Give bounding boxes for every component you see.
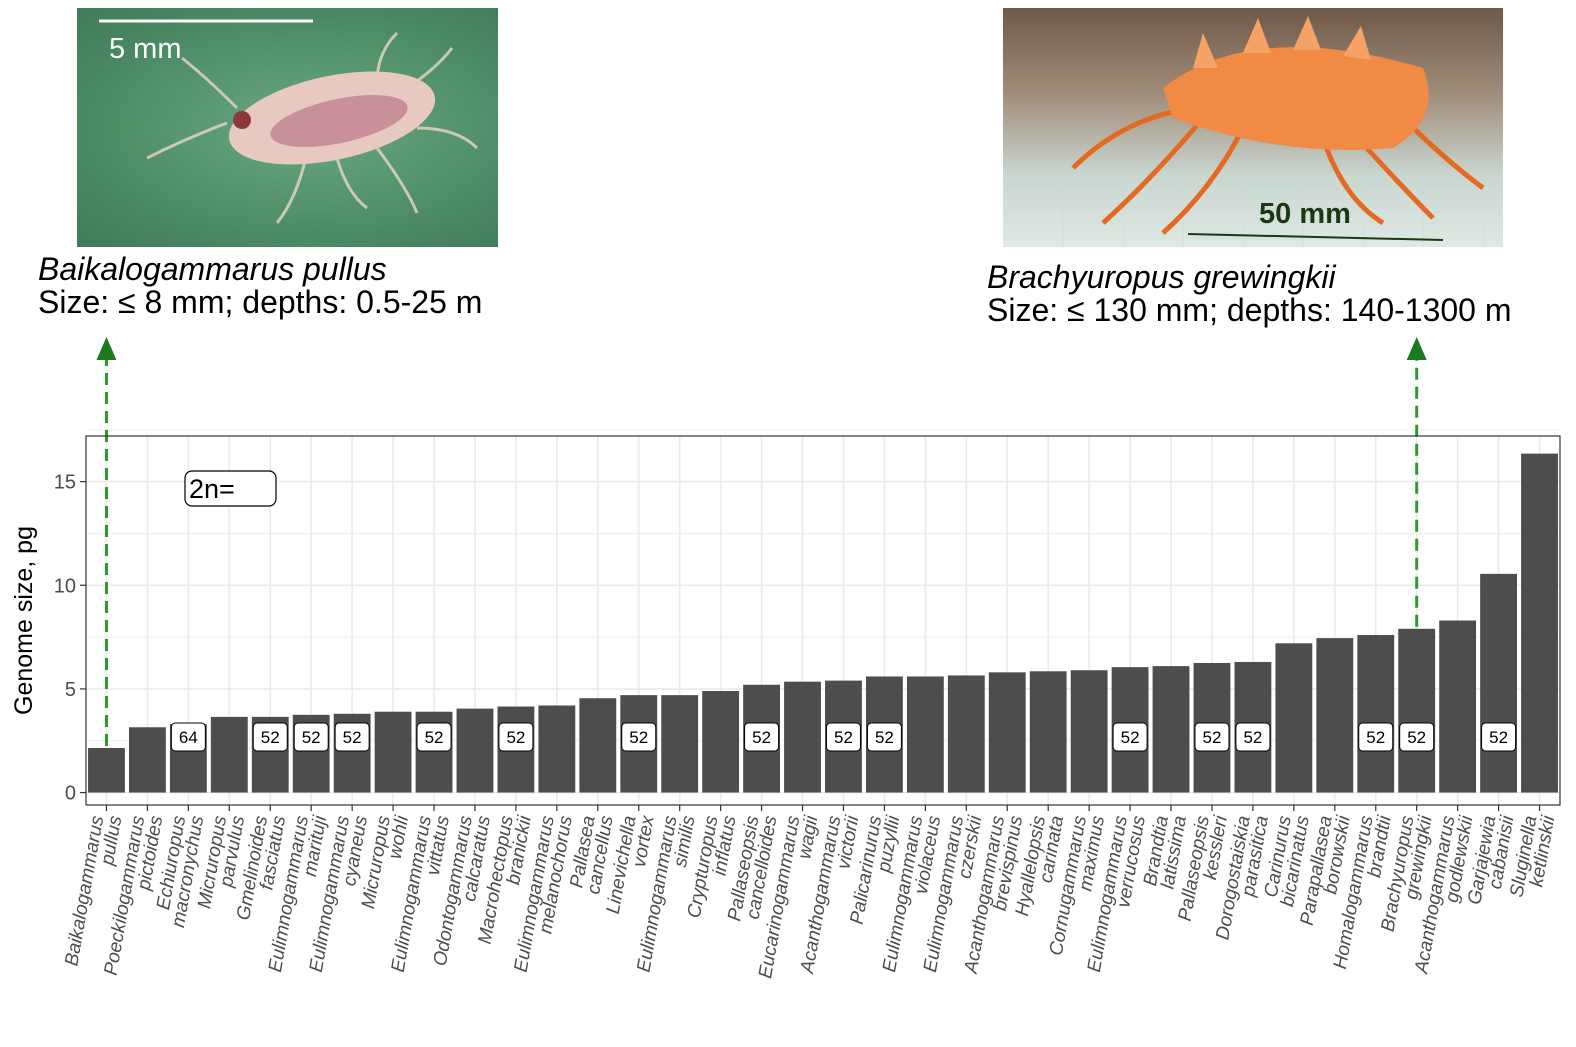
- y-tick-label: 15: [54, 472, 76, 494]
- chromosome-label: 52: [834, 728, 853, 747]
- chromosome-label-box: [866, 722, 902, 752]
- y-axis-title: Genome size, pg: [10, 526, 38, 715]
- chromosome-label: 52: [1489, 728, 1508, 747]
- chromosome-label-box: [170, 722, 206, 752]
- bar: [128, 727, 166, 793]
- bar: [374, 711, 412, 793]
- chromosome-label-box: [1194, 722, 1230, 752]
- bar: [1070, 670, 1108, 793]
- chromosome-label: 52: [506, 728, 525, 747]
- chromosome-label-box: [1235, 722, 1271, 752]
- bar: [1521, 453, 1558, 793]
- bar: [1357, 635, 1395, 793]
- chromosome-label-box: [825, 722, 861, 752]
- bar: [88, 747, 125, 793]
- photo-baikalogammarus-pullus: 5 mm: [77, 8, 498, 247]
- y-tick-label: 5: [65, 679, 76, 701]
- x-axis: BaikalogammaruspullusPoeckilogammaruspic…: [61, 805, 1560, 980]
- photo-brachyuropus-grewingkii: 50 mm: [1003, 8, 1503, 247]
- bar: [784, 681, 821, 793]
- chromosome-label-box: [744, 722, 780, 752]
- species-info: Size: ≤ 130 mm; depths: 140-1300 m: [987, 292, 1512, 328]
- bar: [579, 698, 617, 793]
- bar: [702, 690, 740, 793]
- plot-panel-border: [85, 435, 1561, 806]
- chromosome-label-box: [621, 722, 657, 752]
- chromosome-label: 52: [1243, 728, 1262, 747]
- chromosome-label: 52: [1366, 728, 1385, 747]
- bar: [1275, 643, 1313, 793]
- legend-label: 2n=: [189, 474, 235, 504]
- bar: [456, 708, 494, 793]
- chromosome-label: 52: [752, 728, 771, 747]
- caption-right: Brachyuropus grewingkii Size: ≤ 130 mm; …: [987, 261, 1512, 327]
- bar: [1029, 671, 1067, 793]
- caption-left: Baikalogammarus pullus Size: ≤ 8 mm; dep…: [38, 253, 482, 319]
- chromosome-label-box: [1112, 722, 1148, 752]
- chromosome-label-box: [293, 722, 329, 752]
- chromosome-label: 52: [261, 728, 280, 747]
- bar: [1398, 628, 1436, 793]
- arrowhead-icon: [96, 337, 117, 360]
- y-tick-label: 10: [54, 575, 76, 597]
- scale-bar-label: 5 mm: [109, 33, 182, 65]
- chromosome-label-box: [252, 722, 288, 752]
- chromosome-label: 52: [875, 728, 894, 747]
- chromosome-label-box: [1358, 722, 1394, 752]
- bar: [1152, 666, 1190, 793]
- legend-box: [184, 470, 277, 507]
- chromosome-labels: 64 52 52 52 52 52 52 52 52 52 52 52 52 52 52 52: [170, 722, 1517, 752]
- amphipod-large-drawing: 50 mm: [1003, 16, 1503, 247]
- bar: [1439, 620, 1477, 793]
- scale-bar-line: [1187, 233, 1444, 241]
- chromosome-label: 52: [1407, 728, 1426, 747]
- chromosome-label-box: [1481, 722, 1517, 752]
- chromosome-label: 52: [425, 728, 444, 747]
- amphipod-small-drawing: 5 mm: [99, 19, 479, 224]
- chromosome-label: 52: [629, 728, 648, 747]
- y-tick-label: 0: [65, 783, 76, 805]
- chromosome-label: 52: [1203, 728, 1222, 747]
- bar: [906, 676, 944, 793]
- plot-background: [86, 436, 1560, 805]
- chromosome-label-box: [416, 722, 452, 752]
- chromosome-label-box: [1399, 722, 1435, 752]
- bar: [1480, 573, 1518, 793]
- scale-bar-label: 50 mm: [1259, 198, 1351, 230]
- y-axis: 0 5 10 15: [54, 472, 86, 805]
- bar: [538, 705, 576, 793]
- grid-lines: [86, 429, 1560, 805]
- legend: 2n=: [184, 470, 277, 507]
- species-name: Brachyuropus grewingkii: [987, 259, 1336, 295]
- chromosome-label: 52: [302, 728, 321, 747]
- bar: [210, 716, 248, 793]
- species-name: Baikalogammarus pullus: [38, 251, 387, 287]
- highlight-arrows: [96, 337, 1427, 746]
- arrowhead-icon: [1406, 337, 1427, 360]
- bar: [947, 675, 985, 793]
- chromosome-label-box: [498, 722, 534, 752]
- chromosome-label-box: [334, 722, 370, 752]
- species-info: Size: ≤ 8 mm; depths: 0.5-25 m: [38, 284, 483, 320]
- chromosome-label: 64: [179, 728, 198, 747]
- bar: [988, 672, 1026, 793]
- bar: [661, 695, 699, 793]
- chromosome-label: 52: [1121, 728, 1140, 747]
- bar: [1316, 638, 1354, 793]
- chromosome-label: 52: [343, 728, 362, 747]
